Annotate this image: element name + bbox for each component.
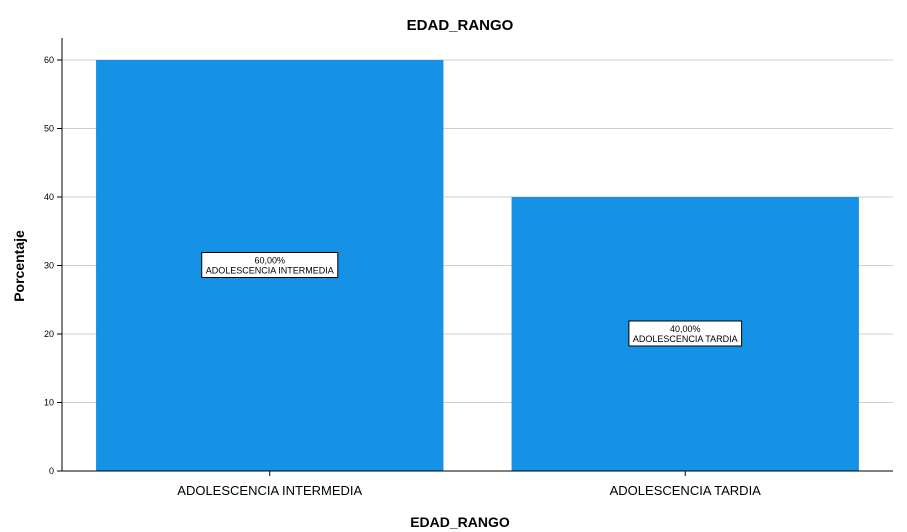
y-tick-label: 50 bbox=[44, 124, 54, 134]
data-label-value: 40,00% bbox=[670, 324, 701, 334]
x-axis-title: EDAD_RANGO bbox=[410, 514, 510, 530]
x-categories: ADOLESCENCIA INTERMEDIA ADOLESCENCIA TARD… bbox=[177, 471, 761, 498]
data-label-category: ADOLESCENCIA INTERMEDIA bbox=[206, 266, 334, 276]
bars bbox=[96, 60, 859, 471]
chart-title: EDAD_RANGO bbox=[407, 17, 514, 34]
data-label: 60,00%ADOLESCENCIA INTERMEDIA bbox=[201, 252, 339, 278]
data-labels: 60,00%ADOLESCENCIA INTERMEDIA40,00%ADOLE… bbox=[201, 252, 743, 347]
y-ticks: 0 10 20 30 40 50 60 bbox=[44, 55, 62, 476]
y-tick-label: 30 bbox=[44, 261, 54, 271]
data-label-box bbox=[628, 320, 743, 347]
data-label-category: ADOLESCENCIA TARDIA bbox=[633, 334, 738, 344]
axes bbox=[61, 38, 893, 472]
y-tick-label: 0 bbox=[49, 466, 54, 476]
data-label: 40,00%ADOLESCENCIA TARDIA bbox=[628, 320, 743, 347]
data-label-value: 60,00% bbox=[254, 256, 285, 266]
x-category-label: ADOLESCENCIA INTERMEDIA bbox=[177, 483, 362, 498]
data-label-box bbox=[201, 252, 339, 278]
y-tick-label: 20 bbox=[44, 329, 54, 339]
y-tick-label: 40 bbox=[44, 192, 54, 202]
y-tick-label: 60 bbox=[44, 55, 54, 65]
x-category-label: ADOLESCENCIA TARDIA bbox=[610, 483, 762, 498]
y-tick-label: 10 bbox=[44, 398, 54, 408]
y-axis-title: Porcentaje bbox=[11, 230, 27, 302]
